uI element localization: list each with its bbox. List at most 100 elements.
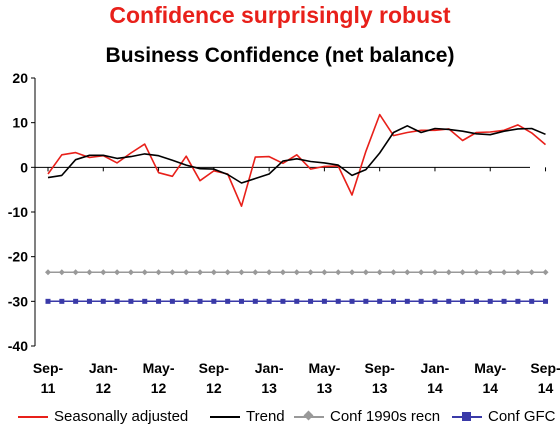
data-point-conf-1990s-recn — [459, 269, 466, 276]
data-point-conf-1990s-recn — [390, 269, 397, 276]
x-tick-label-month: May- — [308, 360, 340, 376]
data-point-conf-1990s-recn — [72, 269, 79, 276]
data-point-conf-gfc — [197, 298, 203, 304]
series-line-trend — [47, 125, 546, 184]
chart-title: Business Confidence (net balance) — [105, 44, 455, 67]
x-tick-label-year: 13 — [261, 380, 277, 396]
x-tick-label-month: May- — [474, 360, 506, 376]
data-point-conf-gfc — [487, 298, 493, 304]
x-tick-label-year: 13 — [372, 380, 388, 396]
data-point-conf-gfc — [321, 298, 327, 304]
data-point-conf-1990s-recn — [238, 269, 245, 276]
data-point-conf-1990s-recn — [349, 269, 356, 276]
data-point-conf-gfc — [543, 298, 549, 304]
data-point-conf-gfc — [280, 298, 286, 304]
data-point-conf-gfc — [515, 298, 521, 304]
legend-label: Conf GFC — [488, 407, 556, 425]
data-point-conf-gfc — [349, 298, 355, 304]
data-point-conf-1990s-recn — [252, 269, 259, 276]
data-point-conf-gfc — [73, 298, 79, 304]
data-point-conf-1990s-recn — [58, 269, 65, 276]
data-point-conf-1990s-recn — [197, 269, 204, 276]
data-point-conf-1990s-recn — [528, 269, 535, 276]
data-point-conf-gfc — [266, 298, 272, 304]
data-point-conf-gfc — [156, 298, 162, 304]
data-point-conf-1990s-recn — [487, 269, 494, 276]
data-point-conf-gfc — [225, 298, 231, 304]
data-point-conf-1990s-recn — [141, 269, 148, 276]
y-tick-label: 20 — [12, 70, 28, 86]
data-point-conf-gfc — [363, 298, 369, 304]
data-point-conf-1990s-recn — [169, 269, 176, 276]
x-tick-label-year: 12 — [206, 380, 222, 396]
x-tick-label-year: 13 — [317, 380, 333, 396]
x-tick-label-year: 12 — [95, 380, 111, 396]
data-point-conf-gfc — [418, 298, 424, 304]
data-point-conf-gfc — [183, 298, 189, 304]
y-tick-label: -30 — [8, 293, 28, 309]
data-point-conf-gfc — [432, 298, 438, 304]
data-point-conf-gfc — [294, 298, 300, 304]
y-tick-label: -20 — [8, 249, 28, 265]
data-point-conf-gfc — [100, 298, 106, 304]
data-point-conf-1990s-recn — [404, 269, 411, 276]
data-point-conf-gfc — [391, 298, 396, 304]
data-point-conf-gfc — [86, 298, 92, 304]
x-tick-label-month: Jan- — [89, 360, 118, 376]
data-point-conf-gfc — [114, 298, 120, 304]
legend-swatch-red-line — [16, 407, 50, 425]
data-point-conf-1990s-recn — [127, 269, 134, 276]
data-point-conf-1990s-recn — [279, 269, 286, 276]
data-point-conf-gfc — [211, 298, 217, 304]
data-point-conf-1990s-recn — [155, 269, 162, 276]
data-point-conf-gfc — [501, 298, 507, 304]
legend-item-conf-gfc: Conf GFC — [450, 406, 556, 426]
data-point-conf-1990s-recn — [501, 269, 508, 276]
data-point-conf-gfc — [473, 298, 479, 304]
data-point-conf-gfc — [308, 298, 314, 304]
legend-item-seasonally-adjusted: Seasonally adjusted — [16, 406, 188, 426]
x-tick-label-month: Sep- — [199, 360, 230, 376]
data-point-conf-gfc — [59, 298, 65, 304]
page-headline: Confidence surprisingly robust — [109, 2, 451, 28]
data-point-conf-gfc — [377, 298, 383, 304]
data-point-conf-gfc — [128, 298, 134, 304]
data-point-conf-gfc — [142, 298, 148, 304]
data-point-conf-1990s-recn — [114, 269, 121, 276]
y-tick-label: -10 — [8, 204, 28, 220]
y-tick-label: -40 — [8, 338, 28, 354]
x-tick-label-month: Jan- — [421, 360, 450, 376]
data-point-conf-1990s-recn — [210, 269, 217, 276]
x-tick-label-year: 14 — [482, 380, 498, 396]
x-tick-label-year: 12 — [151, 380, 167, 396]
data-point-conf-1990s-recn — [224, 269, 231, 276]
legend-label: Seasonally adjusted — [54, 407, 189, 425]
data-point-conf-gfc — [460, 298, 466, 304]
data-point-conf-gfc — [45, 298, 51, 304]
data-point-conf-1990s-recn — [418, 269, 425, 276]
axes — [31, 77, 547, 347]
legend-label: Trend — [246, 407, 285, 425]
legend-item-conf-1990s-recn: Conf 1990s recn — [292, 406, 440, 426]
data-point-conf-1990s-recn — [376, 269, 383, 276]
data-point-conf-1990s-recn — [183, 269, 190, 276]
data-point-conf-gfc — [252, 298, 258, 304]
x-tick-label-month: May- — [143, 360, 175, 376]
data-point-conf-gfc — [446, 298, 452, 304]
data-point-conf-1990s-recn — [86, 269, 93, 276]
data-point-conf-1990s-recn — [321, 269, 328, 276]
series-line-seasonally-adjusted — [47, 113, 547, 207]
data-point-conf-1990s-recn — [100, 269, 107, 276]
tick-labels: 20 10 0 -10 -20 -30 -40 Sep- 11 Jan- 12 May- 12 Sep- 1… — [8, 70, 560, 396]
data-point-conf-gfc — [404, 298, 410, 304]
series-layer — [45, 113, 549, 304]
x-tick-label-year: 14 — [538, 380, 554, 396]
data-point-conf-gfc — [335, 298, 341, 304]
x-tick-label-month: Jan- — [255, 360, 284, 376]
data-point-conf-1990s-recn — [362, 269, 369, 276]
data-point-conf-1990s-recn — [45, 269, 51, 276]
data-point-conf-1990s-recn — [335, 269, 342, 276]
data-point-conf-1990s-recn — [542, 269, 549, 276]
legend-swatch-blue-square — [450, 407, 484, 425]
